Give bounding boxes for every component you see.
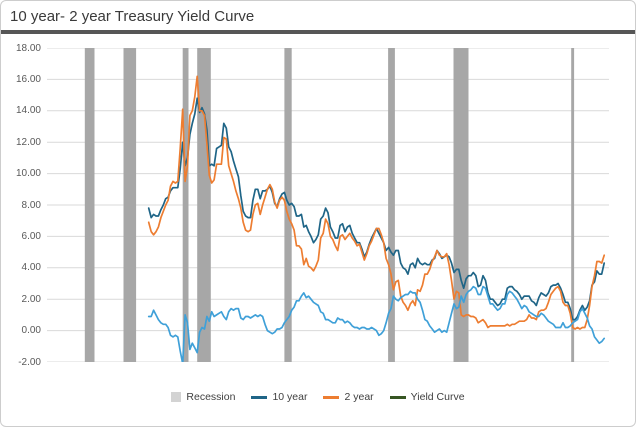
legend-label-10-year: 10 year (272, 391, 308, 403)
legend-label-yield-curve: Yield Curve (410, 391, 465, 403)
y-axis-tick-label: 18.00 (15, 42, 41, 54)
y-axis-tick-label: 6.00 (21, 230, 41, 242)
y-axis-tick-label: 4.00 (21, 262, 41, 274)
y-axis-tick-label: -2.00 (18, 356, 41, 368)
recession-swatch (171, 392, 182, 402)
plot-svg (47, 48, 609, 362)
yield-curve-swatch (389, 395, 406, 399)
legend-label-recession: Recession (186, 391, 236, 403)
y-axis-tick-label: 12.00 (15, 136, 41, 148)
y-axis-tick-label: 16.00 (15, 73, 41, 85)
y-axis-tick-label: 0.00 (21, 325, 41, 337)
legend-item-2-year[interactable]: 2 year (323, 391, 374, 403)
2-year-swatch (323, 395, 340, 399)
legend-item-yield-curve[interactable]: Yield Curve (389, 391, 465, 403)
y-axis-tick-label: 10.00 (15, 168, 41, 180)
y-axis-tick-label: 2.00 (21, 293, 41, 305)
series-yield-curve-line (147, 285, 606, 362)
chart-title: 10 year- 2 year Treasury Yield Curve (10, 8, 255, 25)
recession-band (123, 48, 137, 362)
y-axis-tick-label: 8.00 (21, 199, 41, 211)
recession-band (84, 48, 95, 362)
y-axis: 18.00 16.00 14.00 12.00 10.00 8.00 6.00 4.00 2.0… (1, 1, 43, 426)
recession-band (388, 48, 395, 362)
series-2-year-line (147, 75, 606, 330)
recession-band (284, 48, 292, 362)
recession-band (197, 48, 211, 362)
10-year-swatch (251, 395, 268, 399)
legend-item-10-year[interactable]: 10 year (251, 391, 307, 403)
title-divider (1, 30, 635, 34)
legend-item-recession[interactable]: Recession (171, 391, 235, 403)
legend-label-2-year: 2 year (344, 391, 374, 403)
series-10-year-line (147, 97, 606, 321)
legend: Recession 10 year 2 year Yield Curve (1, 391, 635, 403)
recession-band (571, 48, 575, 362)
recession-band (182, 48, 189, 362)
y-axis-tick-label: 14.00 (15, 105, 41, 117)
